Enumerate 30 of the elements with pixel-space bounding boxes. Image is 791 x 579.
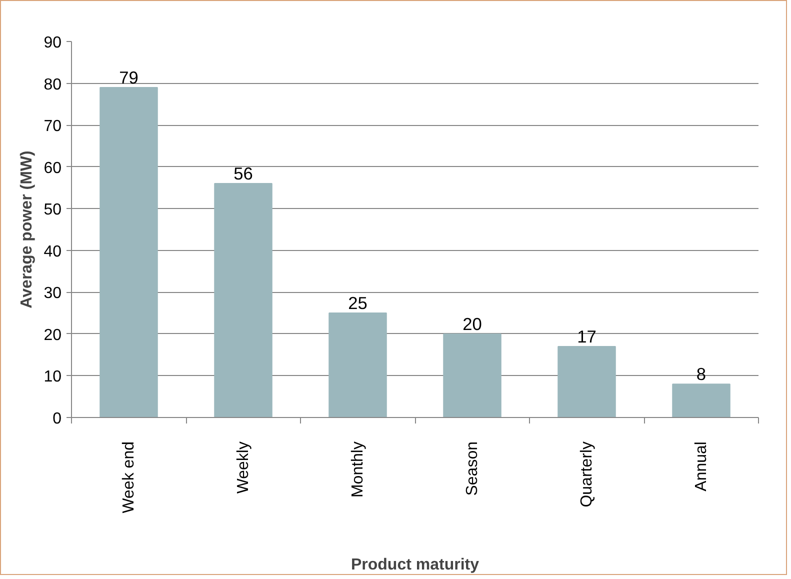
y-tick-label: 0	[52, 410, 62, 428]
y-tick-label: 40	[44, 243, 62, 260]
y-tick-label: 20	[44, 326, 62, 344]
bar	[328, 312, 387, 418]
data-label: 79	[119, 67, 138, 88]
data-label: 8	[696, 364, 706, 384]
data-label: 17	[577, 326, 596, 346]
x-tick-label: Weekly	[234, 441, 252, 494]
y-tick-label: 90	[44, 34, 62, 52]
y-tick-label: 70	[44, 118, 62, 136]
data-label: 56	[234, 164, 253, 184]
data-label: 20	[462, 314, 482, 334]
bar	[214, 183, 272, 418]
x-tick-label: Monthly	[349, 441, 366, 498]
x-tick-label: Week end	[120, 442, 138, 514]
x-tick-label: Season	[464, 442, 481, 496]
x-tick-label: Quarterly	[578, 442, 596, 508]
bar	[443, 333, 502, 418]
bar	[100, 86, 158, 418]
y-tick-label: 80	[44, 76, 62, 94]
y-tick-label: 30	[44, 285, 62, 302]
y-axis-title: Average power (MW)	[18, 150, 36, 308]
bar	[672, 384, 730, 418]
x-axis-title: Product maturity	[350, 556, 480, 574]
data-label: 25	[348, 293, 368, 314]
y-tick-label: 10	[44, 368, 62, 386]
bar	[558, 346, 616, 418]
y-tick-label: 60	[44, 160, 62, 177]
x-tick-label: Annual	[692, 441, 710, 492]
y-tick-label: 50	[44, 202, 62, 219]
